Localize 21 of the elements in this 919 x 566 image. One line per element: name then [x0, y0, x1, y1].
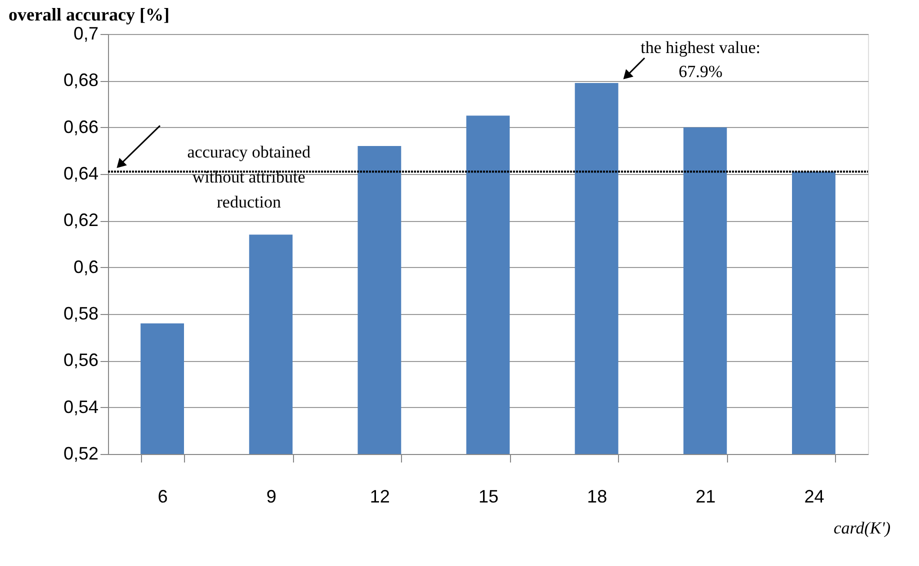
- x-tick-label: 9: [266, 486, 276, 506]
- y-tick-label: 0,66: [63, 116, 98, 137]
- x-tick-label: 6: [158, 486, 168, 506]
- y-tick-label: 0,64: [63, 164, 98, 184]
- y-tick-label: 0,54: [63, 396, 98, 417]
- y-tick-label: 0,52: [63, 444, 98, 464]
- annotation: the highest value: 67.9%: [640, 38, 761, 81]
- ref-line-label: accuracy obtained without attribute reduction: [187, 142, 311, 212]
- y-tick-label: 0,6: [73, 256, 98, 277]
- y-tick-label: 0,58: [63, 304, 98, 324]
- x-tick-label: 12: [370, 486, 390, 506]
- x-tick-label: 21: [696, 486, 716, 506]
- y-tick-label: 0,56: [63, 350, 98, 370]
- y-tick-label: 0,7: [73, 24, 98, 44]
- y-tick-label: 0,68: [63, 70, 98, 90]
- y-axis-title: overall accuracy [%]: [8, 4, 170, 24]
- x-tick-label: 24: [804, 486, 824, 506]
- x-tick-label: 18: [587, 486, 608, 506]
- y-tick-label: 0,62: [63, 210, 98, 230]
- x-tick-label: 15: [478, 486, 499, 506]
- x-axis-title: card(K'): [834, 518, 891, 538]
